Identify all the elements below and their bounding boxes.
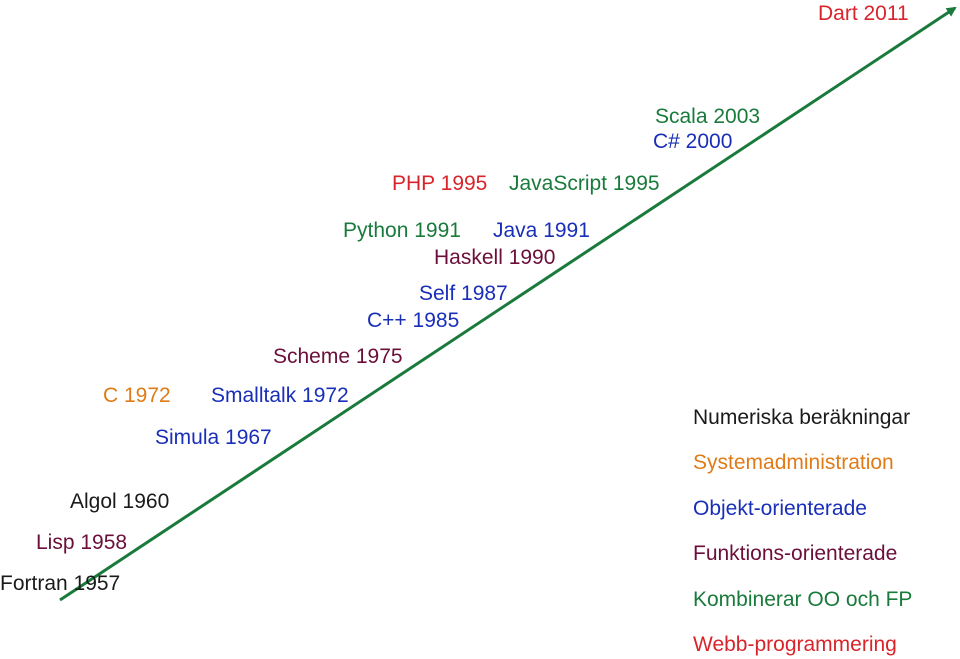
language-csharp: C# 2000: [653, 130, 733, 153]
legend-item-web: Webb-programmering: [693, 633, 897, 656]
legend-item-fp: Funktions-orienterade: [693, 542, 898, 565]
legend-item-numeric: Numeriska beräkningar: [693, 406, 911, 429]
language-lisp: Lisp 1958: [36, 531, 128, 554]
language-php: PHP 1995: [392, 172, 488, 195]
legend-item-combined: Kombinerar OO och FP: [693, 588, 913, 611]
legend-item-sysadmin: Systemadministration: [693, 451, 894, 474]
language-self: Self 1987: [419, 282, 508, 305]
language-algol: Algol 1960: [70, 490, 170, 513]
language-haskell: Haskell 1990: [434, 246, 556, 269]
language-javascript: JavaScript 1995: [509, 172, 660, 195]
language-scala: Scala 2003: [655, 105, 761, 128]
language-cpp: C++ 1985: [367, 309, 460, 332]
language-scheme: Scheme 1975: [273, 345, 403, 368]
language-dart: Dart 2011: [818, 2, 909, 25]
language-fortran: Fortran 1957: [0, 572, 121, 595]
language-c: C 1972: [103, 384, 171, 407]
language-python: Python 1991: [343, 219, 461, 242]
language-smalltalk: Smalltalk 1972: [211, 384, 349, 407]
language-simula: Simula 1967: [155, 426, 272, 449]
language-java: Java 1991: [493, 219, 590, 242]
arrow-line: [59, 6, 957, 602]
legend-item-oo: Objekt-orienterade: [693, 497, 867, 520]
